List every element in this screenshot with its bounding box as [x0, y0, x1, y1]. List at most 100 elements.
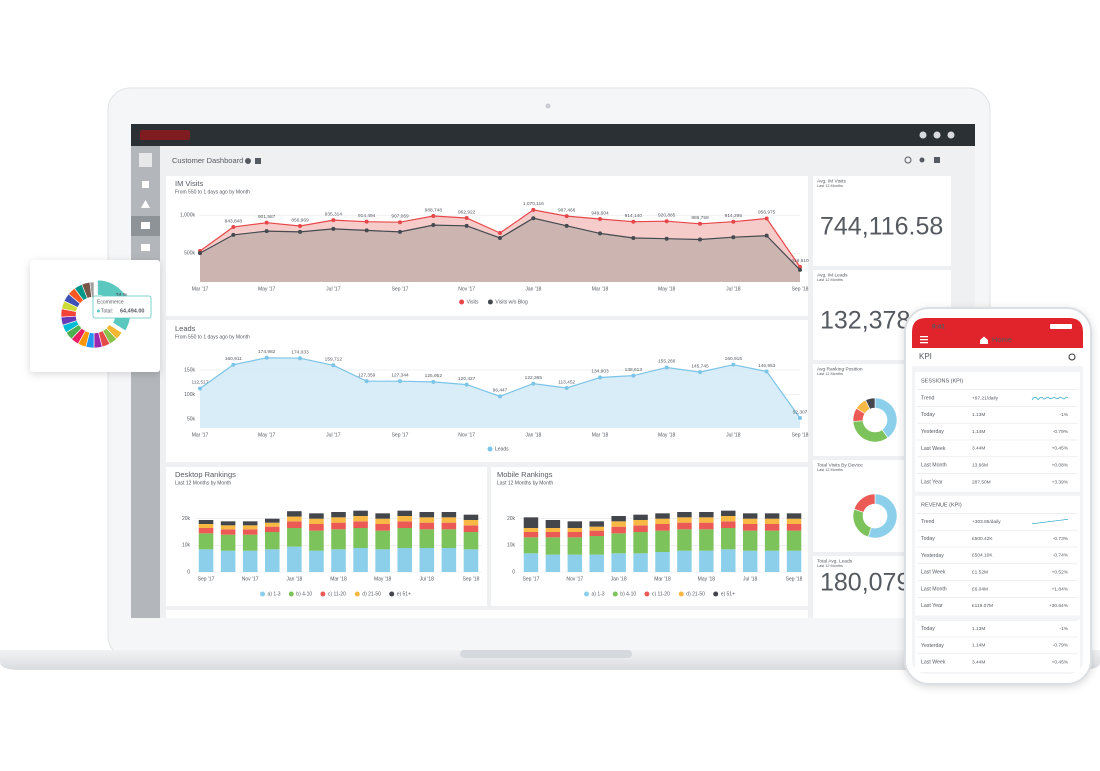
- bar-segment: [309, 524, 324, 531]
- bar-segment: [523, 528, 539, 532]
- point: [298, 229, 302, 234]
- user-icon[interactable]: [947, 131, 955, 139]
- bar-segment: [611, 533, 626, 554]
- point: [564, 214, 569, 219]
- panel: [166, 610, 808, 618]
- globe-icon[interactable]: [919, 131, 927, 139]
- dashboard-title: Customer Dashboard: [172, 156, 243, 165]
- point: [764, 216, 769, 221]
- data-label: 1,070,116: [523, 201, 544, 207]
- y-tick-label: 10k: [182, 543, 191, 549]
- bar-segment: [786, 513, 802, 519]
- refresh-icon[interactable]: [1068, 353, 1076, 361]
- status-time: 9:41: [932, 324, 945, 331]
- share-icon[interactable]: [919, 157, 925, 163]
- bar-segment: [287, 511, 302, 517]
- row-label: Yesterday: [921, 429, 944, 435]
- camera: [545, 103, 551, 109]
- panel-subtitle: From 550 to 1 days ago by Month: [175, 189, 250, 195]
- x-tick-label: Jul '18: [743, 576, 758, 582]
- status-icons: [1050, 324, 1072, 329]
- data-label: 127,359: [358, 372, 376, 378]
- bar-segment: [287, 521, 302, 528]
- x-tick-label: May '17: [258, 286, 276, 292]
- bar-segment: [611, 526, 626, 534]
- folder-icon[interactable]: [141, 244, 150, 251]
- bar-segment: [419, 512, 435, 518]
- data-label: 113,452: [558, 379, 575, 385]
- x-tick-label: Nov '17: [242, 576, 259, 582]
- bar-segment: [677, 529, 692, 551]
- bar-segment: [309, 513, 324, 519]
- row-label: Today: [921, 412, 935, 418]
- card-subtitle: Last 12 Months: [817, 468, 843, 472]
- bar-segment: [699, 517, 714, 523]
- bar-segment: [545, 532, 561, 538]
- data-label: 935,314: [325, 211, 343, 217]
- menu-icon[interactable]: [920, 342, 928, 344]
- menu-icon[interactable]: [920, 336, 928, 338]
- bar-segment: [463, 549, 479, 572]
- point: [264, 220, 269, 225]
- point: [598, 375, 602, 380]
- data-label: 988,748: [425, 207, 443, 213]
- point: [764, 233, 769, 238]
- legend-marker: [260, 591, 265, 597]
- alert-icon[interactable]: [141, 200, 150, 208]
- bar-segment: [264, 532, 280, 550]
- panel-title: Leads: [175, 324, 196, 333]
- bar-segment: [545, 520, 561, 528]
- bar-segment: [523, 553, 539, 572]
- data-label: 125,952: [425, 373, 443, 379]
- panel-subtitle: Last 12 Months by Month: [497, 480, 553, 486]
- calendar-icon[interactable]: [255, 158, 261, 164]
- point: [198, 386, 202, 391]
- row-value: £504.10K: [972, 553, 993, 559]
- row-value: 1.13M: [972, 626, 985, 632]
- row-change: +30.64%: [1049, 603, 1069, 609]
- row-value: £500.42K: [972, 536, 993, 542]
- bar-segment: [721, 510, 736, 516]
- menu-icon[interactable]: [920, 339, 928, 341]
- sidebar-logo[interactable]: [139, 153, 152, 167]
- bar-segment: [331, 529, 346, 550]
- bar-segment: [198, 533, 214, 550]
- bar-segment: [786, 550, 802, 572]
- x-tick-label: Jul '18: [726, 432, 741, 438]
- refresh-icon[interactable]: [904, 156, 912, 164]
- row-change: +0.08%: [1052, 462, 1069, 468]
- card-title: Avg. IM Leads: [817, 272, 848, 278]
- pie-slice: [853, 493, 876, 513]
- home-icon[interactable]: [142, 181, 149, 188]
- point: [198, 251, 202, 256]
- row-change: +0.45%: [1052, 659, 1069, 665]
- legend-label: c) 11-20: [652, 591, 670, 597]
- bar-segment: [242, 550, 258, 572]
- bar-segment: [198, 520, 214, 524]
- bar-segment: [611, 553, 626, 572]
- x-tick-label: Sep '18: [463, 576, 480, 582]
- legend-label: b) 4-10: [296, 591, 312, 597]
- trend-sparkline: [1031, 396, 1069, 401]
- y-tick-label: 20k: [182, 516, 191, 522]
- x-tick-label: Sep '18: [786, 576, 803, 582]
- bar-segment: [220, 525, 236, 530]
- settings-icon[interactable]: [934, 157, 940, 163]
- data-label: 901,587: [258, 214, 276, 220]
- point: [364, 228, 369, 233]
- point: [398, 229, 402, 234]
- bell-icon[interactable]: [933, 131, 941, 139]
- data-label: 155,266: [658, 359, 676, 365]
- x-tick-label: May '18: [698, 576, 716, 582]
- bar-segment: [463, 520, 479, 526]
- legend-label: d) 21-50: [686, 591, 705, 597]
- y-tick-label: 100k: [184, 392, 195, 398]
- data-label: 962,922: [458, 209, 476, 215]
- globe-icon[interactable]: [245, 158, 251, 164]
- bar-segment: [463, 532, 479, 550]
- monitor-icon[interactable]: [141, 222, 150, 229]
- x-tick-label: May '18: [658, 286, 676, 292]
- bar-segment: [242, 521, 258, 526]
- data-label: 319,510: [791, 258, 809, 264]
